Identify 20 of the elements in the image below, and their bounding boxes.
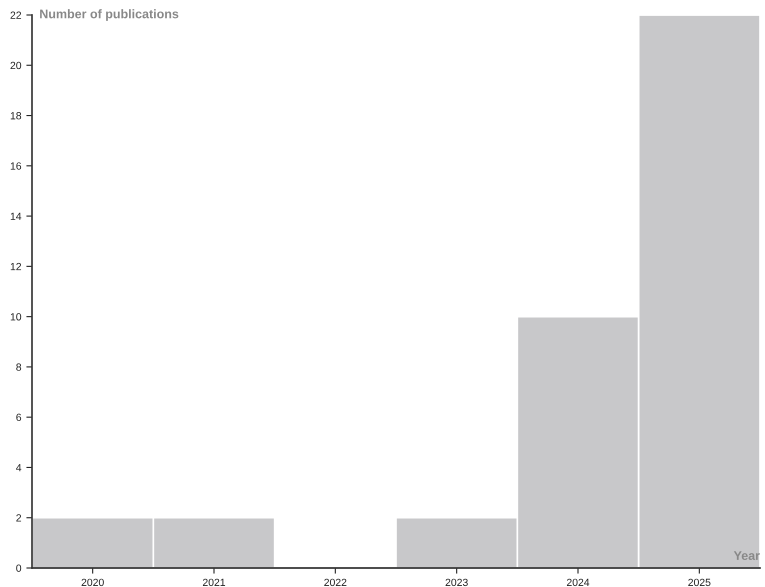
y-tick-label: 2 [16,514,22,522]
y-tick-label: 16 [10,162,22,170]
y-tick-label: 22 [10,12,22,19]
x-tick-label: 2021 [202,578,226,586]
y-tick-label: 18 [10,112,22,120]
x-axis-title: Year [734,551,760,560]
y-tick-label: 14 [10,212,22,220]
x-tick-label: 2025 [688,578,710,586]
y-tick-label: 0 [16,564,22,572]
x-tick-label: 2024 [566,578,590,586]
y-tick-label: 20 [10,62,22,70]
x-tick-label: 2023 [446,578,468,586]
y-tick-label: 6 [16,414,22,422]
y-axis-title: Number of publications [40,9,178,21]
x-tick-label: 2022 [324,578,346,586]
y-tick-label: 10 [10,313,22,321]
y-tick-label: 8 [16,363,22,371]
y-tick-label: 12 [10,262,22,270]
x-tick-label: 2020 [82,578,104,586]
y-tick-label: 4 [16,464,22,472]
